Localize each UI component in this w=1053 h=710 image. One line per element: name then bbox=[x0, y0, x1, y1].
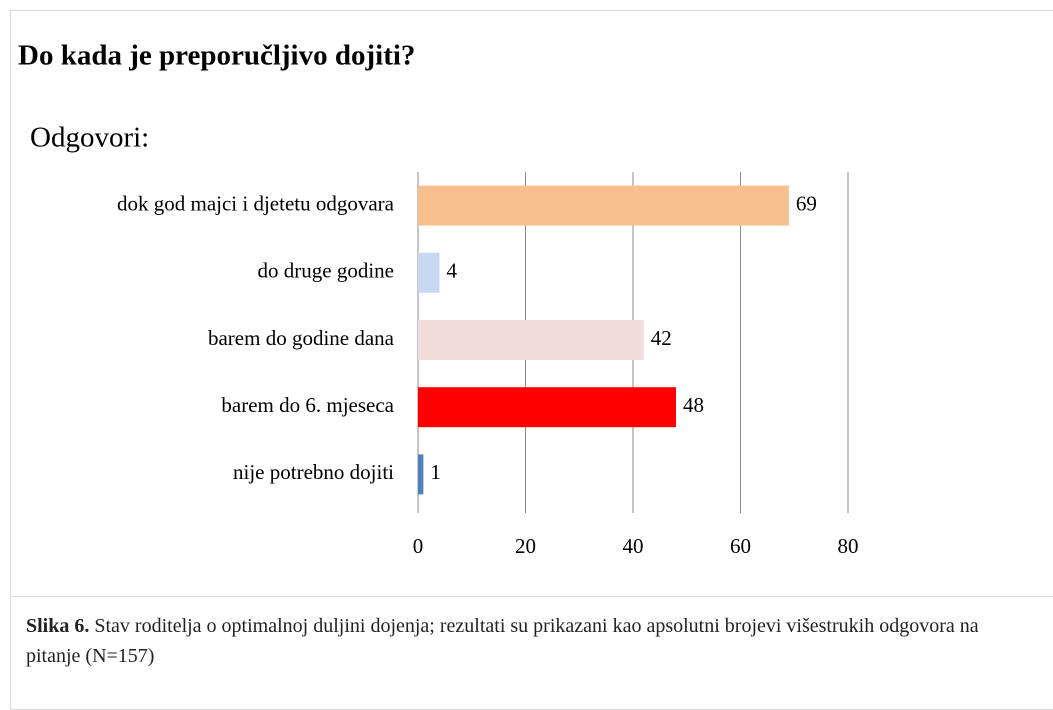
value-label: 69 bbox=[796, 191, 817, 215]
x-tick-label: 40 bbox=[623, 534, 644, 558]
caption-text: Slika 6. Stav roditelja o optimalnoj dul… bbox=[26, 611, 1036, 671]
value-label: 4 bbox=[447, 259, 458, 283]
caption: Slika 6. Stav roditelja o optimalnoj dul… bbox=[10, 596, 1053, 671]
chart-subtitle: Odgovori: bbox=[30, 122, 149, 154]
x-tick-label: 80 bbox=[838, 534, 859, 558]
y-tick-label: nije potrebno dojiti bbox=[233, 460, 394, 484]
bar bbox=[418, 387, 676, 428]
x-tick-label: 20 bbox=[515, 534, 536, 558]
x-tick-label: 0 bbox=[413, 534, 424, 558]
y-tick-label: dok god majci i djetetu odgovara bbox=[117, 191, 395, 215]
y-tick-label: do druge godine bbox=[258, 259, 394, 283]
x-tick-label: 60 bbox=[730, 534, 751, 558]
y-tick-label: barem do 6. mjeseca bbox=[221, 393, 394, 417]
caption-body: Stav roditelja o optimalnoj duljini doje… bbox=[26, 615, 979, 667]
y-tick-label: barem do godine dana bbox=[208, 326, 395, 350]
bar bbox=[418, 252, 440, 293]
value-label: 42 bbox=[651, 326, 672, 350]
page: Do kada je preporučljivo dojiti? Odgovor… bbox=[10, 10, 1053, 710]
value-label: 48 bbox=[683, 393, 704, 417]
caption-label: Slika 6. bbox=[26, 615, 90, 637]
bar bbox=[418, 185, 789, 226]
chart-title: Do kada je preporučljivo dojiti? bbox=[18, 40, 415, 72]
value-label: 1 bbox=[430, 460, 441, 484]
bar bbox=[418, 454, 424, 495]
bar bbox=[418, 320, 644, 360]
chart: Do kada je preporučljivo dojiti? Odgovor… bbox=[18, 40, 859, 558]
